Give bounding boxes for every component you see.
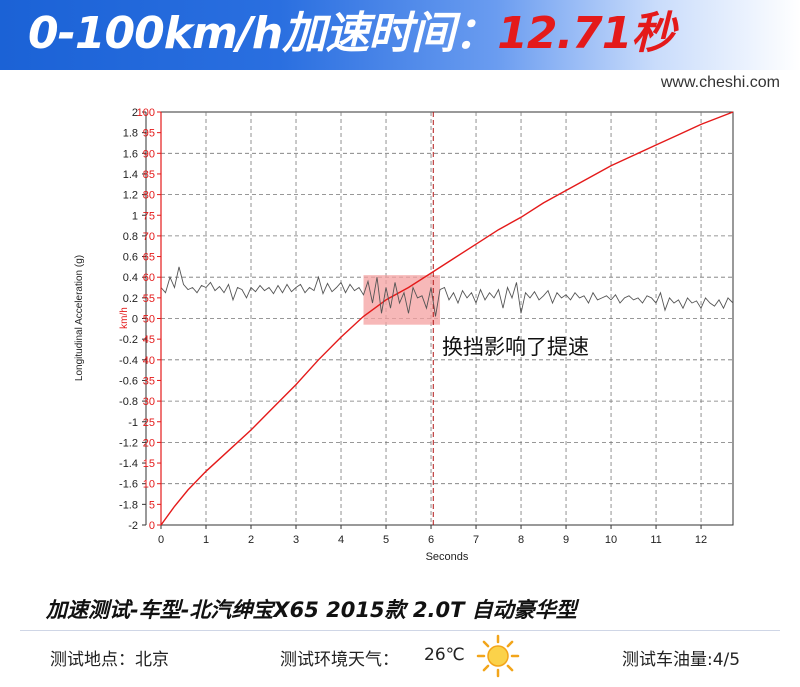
left-tick-label: 1.4 [123,169,138,181]
labels-layer: 0 1 2 3 4 5 6 7 8 9 10 11 1221.81.61.41.210.80.60.40… [119,107,707,546]
left-axis-label: Longitudinal Acceleration (g) [74,255,85,381]
speed-tick-label: 55 [143,293,155,305]
speed-tick-label: 45 [143,334,155,346]
left-tick-label: 0.2 [123,293,138,305]
left-tick-label: 2 [132,107,138,119]
left-tick-label: 0.8 [123,231,138,243]
speed-tick-label: 80 [143,190,155,202]
speed-line [160,111,734,526]
title-value: 12.71秒 [497,8,675,59]
x-tick-label: 11 [650,534,661,546]
title-prefix: 0-100km/h加速时间： [28,8,498,59]
page-title: 0-100km/h加速时间：12.71秒 [28,6,675,62]
left-tick-label: -1.4 [119,458,138,470]
x-tick-label: 3 [293,534,299,546]
test-location: 测试地点：北京 [50,650,169,670]
x-tick-label: 2 [248,534,254,546]
left-tick-label: 0 [132,314,138,326]
x-tick-label: 10 [605,534,617,546]
speed-tick-label: 0 [149,520,155,532]
speed-tick-label: 35 [143,375,155,387]
speed-tick-label: 75 [143,210,155,222]
left-tick-label: -1.2 [119,437,138,449]
left-tick-label: -1.6 [119,479,138,491]
speed-tick-label: 20 [143,437,155,449]
speed-tick-label: 65 [143,252,155,264]
speed-tick-label: 60 [143,272,155,284]
shift-annotation: 换挡影响了提速 [442,335,589,359]
temperature: 26℃ [424,645,465,665]
speed-tick-label: 40 [143,355,155,367]
left-tick-label: 1.8 [123,128,138,140]
chart-grid [160,111,734,526]
left-tick-label: -1 [128,417,138,429]
fuel-level: 测试车油量:4/5 [622,650,741,670]
left-tick-label: -0.6 [119,375,138,387]
x-tick-label: 0 [158,534,164,546]
left-tick-label: 0.4 [123,272,138,284]
left-tick-label: -0.4 [119,355,138,367]
speed-tick-label: 50 [143,314,155,326]
x-tick-label: 5 [383,534,389,546]
acceleration-chart: 0 1 2 3 4 5 6 7 8 9 10 11 1221.81.61.41.210.80.60.40… [74,107,734,563]
left-tick-label: -2 [128,520,138,532]
left-tick-label: 1 [132,210,138,222]
speed-tick-label: 90 [143,148,155,160]
x-tick-label: 7 [473,534,479,546]
left-tick-label: -0.8 [119,396,138,408]
speed-tick-label: 15 [143,458,155,470]
x-tick-label: 1 [203,534,209,546]
weather-label: 测试环境天气： [280,650,399,670]
x-tick-label: 4 [338,534,344,546]
speed-tick-label: 70 [143,231,155,243]
left-tick-label: -0.2 [119,334,138,346]
left-tick-label: 0.6 [123,252,138,264]
series-layer [160,111,734,526]
axes-layer [142,111,702,529]
left-tick-label: 1.2 [123,190,138,202]
sun-icon [476,634,520,678]
speed-tick-label: 10 [143,479,155,491]
acceleration-line [160,266,734,317]
speed-tick-label: 85 [143,169,155,181]
x-tick-label: 12 [695,534,707,546]
speed-tick-label: 100 [137,107,155,119]
x-axis-label: Seconds [426,551,469,563]
header-banner: 0-100km/h加速时间：12.71秒 [0,0,800,70]
right-axis-label: km/h [119,307,130,329]
speed-tick-label: 25 [143,417,155,429]
speed-tick-label: 30 [143,396,155,408]
left-tick-label: 1.6 [123,148,138,160]
left-tick-label: -1.8 [119,499,138,511]
x-tick-label: 9 [563,534,569,546]
x-tick-label: 6 [428,534,434,546]
footer-divider [20,630,780,631]
speed-tick-label: 5 [149,499,155,511]
speed-tick-label: 95 [143,128,155,140]
x-tick-label: 8 [518,534,524,546]
test-title: 加速测试-车型-北汽绅宝X65 2015款 2.0T 自动豪华型 [46,598,577,622]
website-label: www.cheshi.com [660,74,780,91]
